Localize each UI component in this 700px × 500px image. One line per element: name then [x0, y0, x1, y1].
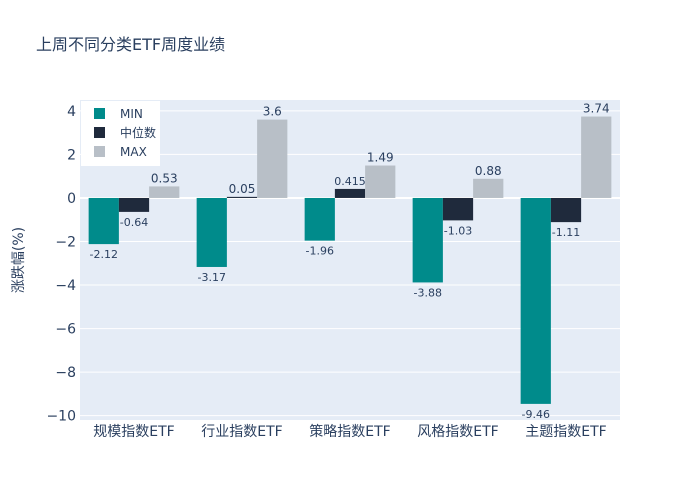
chart-title: 上周不同分类ETF周度业绩	[36, 35, 225, 54]
legend-swatch	[94, 146, 105, 157]
y-tick-label: −4	[55, 278, 76, 294]
legend-label[interactable]: MIN	[120, 107, 143, 121]
data-label: 1.49	[367, 151, 394, 165]
data-label: -1.03	[444, 224, 472, 237]
data-label: 0.05	[229, 182, 256, 196]
bar[interactable]	[412, 197, 443, 283]
y-axis-title: 涨跌幅(%)	[11, 227, 27, 293]
bar[interactable]	[550, 197, 582, 223]
data-label: -3.88	[414, 286, 442, 299]
y-tick-label: 4	[67, 104, 76, 120]
data-label: -9.46	[522, 408, 550, 421]
data-label: -2.12	[90, 248, 118, 261]
bar[interactable]	[365, 165, 396, 198]
bar[interactable]	[473, 178, 504, 198]
bar[interactable]	[304, 197, 335, 241]
bar[interactable]	[520, 197, 551, 404]
y-tick-label: −8	[55, 365, 76, 381]
y-axis-ticks: 4 2 0 −2 −4 −6 −8 −10	[46, 104, 76, 425]
y-tick-label: −10	[46, 409, 76, 425]
bar[interactable]	[196, 197, 227, 267]
bar[interactable]	[257, 119, 288, 198]
bar[interactable]	[334, 188, 366, 198]
bar[interactable]	[581, 116, 612, 198]
legend-swatch	[94, 108, 105, 119]
data-label: -1.96	[306, 245, 334, 258]
x-tick-label: 主题指数ETF	[525, 424, 606, 440]
y-tick-label: 2	[67, 147, 76, 163]
data-label: -3.17	[198, 271, 226, 284]
x-tick-label: 策略指数ETF	[309, 423, 390, 440]
data-label: 3.74	[583, 102, 610, 116]
bar[interactable]	[442, 197, 474, 221]
data-label: 0.415	[334, 175, 366, 188]
bar[interactable]	[118, 197, 150, 212]
bar[interactable]	[88, 197, 119, 245]
x-tick-label: 风格指数ETF	[417, 424, 498, 440]
bars: -2.12 -3.17 -1.96 -3.88 -9.46 -0.64 0.05 0.415 -…	[88, 102, 612, 421]
bar[interactable]	[149, 186, 180, 198]
y-tick-label: −6	[55, 322, 76, 338]
x-axis-ticks: 规模指数ETF 行业指数ETF 策略指数ETF 风格指数ETF 主题指数ETF	[93, 423, 606, 440]
x-tick-label: 行业指数ETF	[201, 424, 282, 440]
y-tick-label: 0	[67, 191, 76, 207]
y-tick-label: −2	[55, 234, 76, 250]
data-label: -1.11	[552, 226, 580, 239]
data-label: 0.53	[151, 171, 178, 185]
legend-label[interactable]: 中位数	[120, 125, 156, 140]
data-label: 3.6	[263, 105, 282, 119]
data-label: 0.88	[475, 164, 502, 178]
legend[interactable]: MIN 中位数 MAX	[81, 101, 160, 166]
legend-swatch	[94, 127, 105, 138]
bar[interactable]	[226, 196, 258, 198]
legend-label[interactable]: MAX	[120, 145, 147, 159]
x-tick-label: 规模指数ETF	[93, 424, 174, 440]
data-label: -0.64	[120, 216, 148, 229]
